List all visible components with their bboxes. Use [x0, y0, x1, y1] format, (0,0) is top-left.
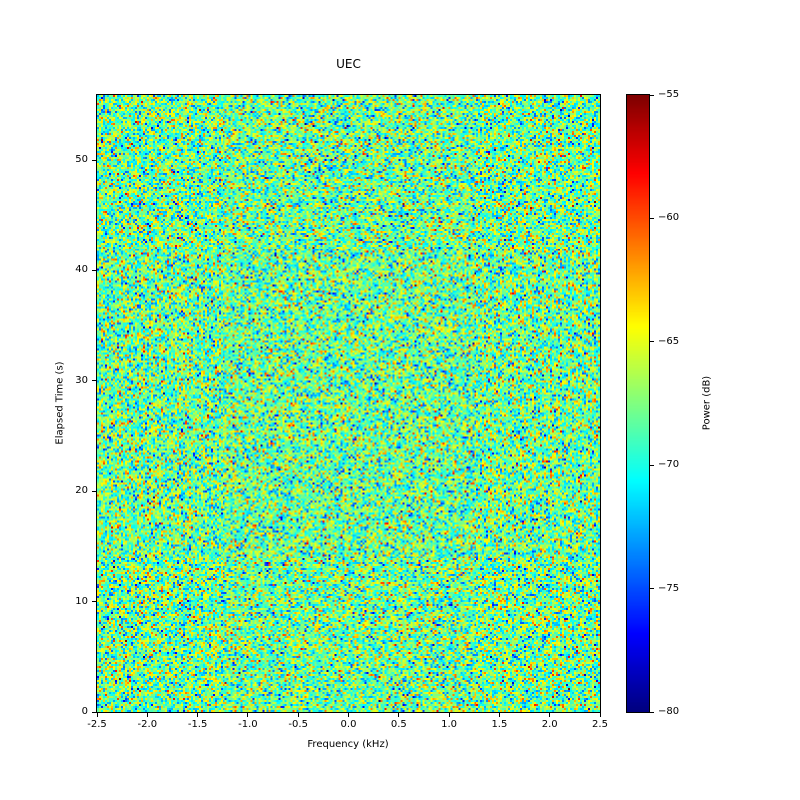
y-tick-label: 30 — [75, 374, 88, 386]
x-tick-label: -1.0 — [238, 719, 258, 730]
colorbar — [626, 94, 650, 713]
x-tick-mark — [398, 713, 400, 717]
colorbar-tick-mark — [650, 94, 654, 96]
colorbar-tick-mark — [650, 217, 654, 219]
y-tick-label: 10 — [75, 595, 88, 607]
x-tick-mark — [247, 713, 249, 717]
x-tick-mark — [146, 713, 148, 717]
x-tick-label: -2.0 — [137, 719, 158, 730]
colorbar-label: Power (dB) — [701, 375, 713, 431]
y-tick-label: 20 — [75, 485, 88, 497]
y-tick-mark — [92, 601, 96, 603]
x-tick-mark — [348, 713, 349, 717]
colorbar-tick-mark — [650, 588, 654, 590]
x-tick-label: 1.0 — [441, 719, 458, 730]
plot-title: UEC — [336, 57, 361, 71]
x-tick-mark — [599, 713, 601, 717]
y-tick-label: 50 — [75, 154, 88, 166]
colorbar-tick-label: −70 — [658, 459, 680, 471]
y-tick-mark — [92, 269, 96, 271]
plot-area — [96, 94, 601, 713]
x-tick-label: 2.0 — [541, 719, 558, 730]
x-tick-label: 1.5 — [491, 719, 508, 730]
x-tick-label: 0.5 — [390, 719, 407, 730]
colorbar-tick-mark — [650, 341, 654, 343]
x-axis-label: Frequency (kHz) — [307, 739, 389, 750]
colorbar-tick-mark — [650, 464, 654, 466]
y-tick-label: 0 — [81, 706, 88, 717]
x-tick-label: -1.5 — [187, 719, 208, 730]
colorbar-tick-label: −55 — [658, 89, 680, 100]
y-tick-mark — [92, 380, 96, 382]
x-tick-label: -0.5 — [288, 719, 308, 730]
y-tick-mark — [92, 490, 96, 492]
spectrogram-heatmap — [97, 95, 600, 712]
colorbar-tick-label: −60 — [658, 212, 680, 224]
x-tick-mark — [549, 713, 551, 717]
colorbar-tick-label: −80 — [658, 706, 680, 717]
colorbar-tick-mark — [650, 711, 654, 713]
y-tick-mark — [92, 159, 96, 161]
x-tick-label: 0.0 — [340, 719, 357, 730]
colorbar-gradient — [627, 95, 649, 712]
x-tick-label: -2.5 — [87, 719, 107, 730]
y-tick-mark — [92, 711, 96, 713]
x-tick-label: 2.5 — [592, 719, 608, 730]
x-tick-mark — [96, 713, 98, 717]
x-tick-mark — [297, 713, 299, 717]
colorbar-tick-label: −65 — [658, 335, 680, 347]
colorbar-tick-label: −75 — [658, 582, 680, 594]
x-tick-mark — [448, 713, 450, 717]
x-tick-mark — [498, 713, 500, 717]
x-tick-mark — [197, 713, 199, 717]
y-tick-label: 40 — [75, 264, 88, 276]
